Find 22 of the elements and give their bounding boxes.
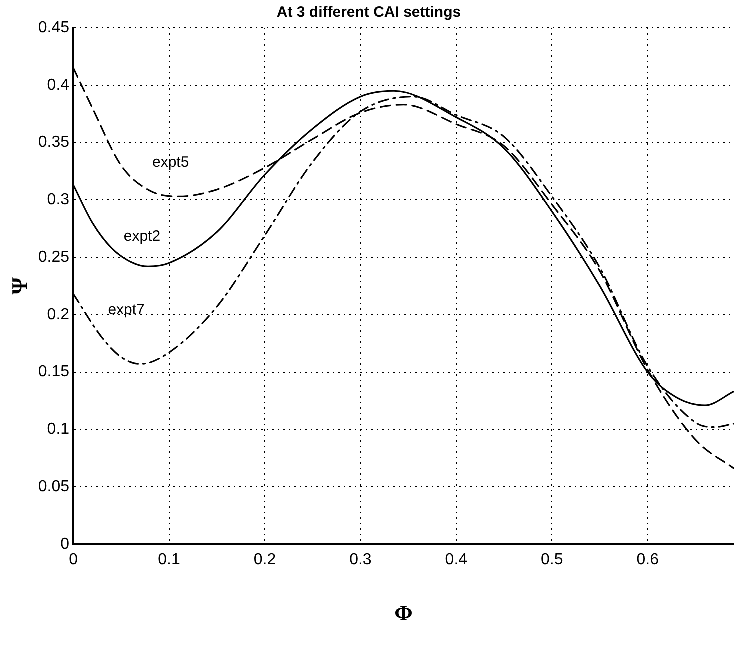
- x-tick-label: 0.6: [636, 551, 660, 568]
- y-tick-label: 0.2: [47, 306, 70, 324]
- y-tick-label: 0.25: [38, 248, 70, 266]
- y-tick-label: 0.45: [38, 19, 70, 36]
- x-tick-label: 0.4: [445, 551, 468, 568]
- chart-title: At 3 different CAI settings: [276, 4, 462, 22]
- series-label: expt7: [108, 301, 145, 318]
- y-tick-label: 0.05: [38, 478, 70, 496]
- x-tick-label: 0.1: [158, 551, 180, 568]
- x-tick-label: 0.5: [541, 551, 564, 568]
- y-tick-label: 0.15: [38, 364, 70, 381]
- y-tick-label: 0.35: [38, 134, 70, 152]
- series-label: expt5: [152, 154, 190, 171]
- y-tick-label: 0.1: [47, 421, 70, 438]
- series-label: expt2: [124, 228, 161, 245]
- y-tick-label: 0: [60, 536, 70, 553]
- y-tick-label: 0.4: [47, 76, 70, 94]
- x-tick-label: 0.3: [350, 551, 372, 568]
- x-axis-title: Φ: [394, 600, 413, 626]
- x-tick-label: 0.2: [254, 551, 276, 568]
- y-tick-label: 0.3: [47, 192, 70, 209]
- y-axis-title: Ψ: [6, 276, 32, 295]
